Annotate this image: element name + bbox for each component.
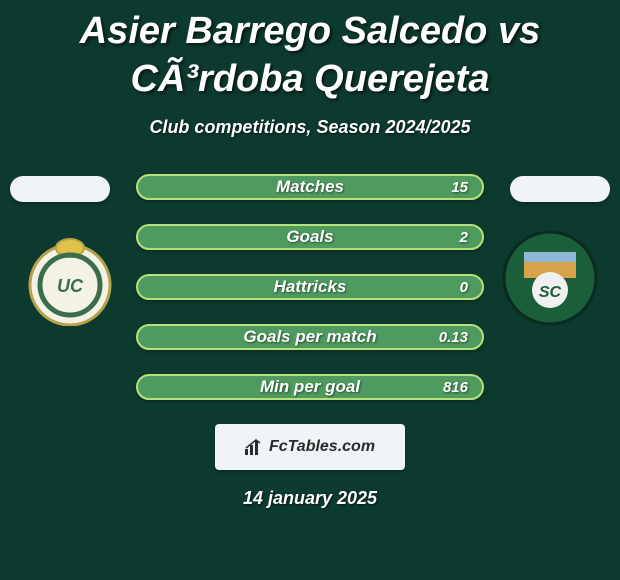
stat-label: Goals xyxy=(286,227,333,247)
bar-chart-icon xyxy=(245,439,263,455)
player-left-pill xyxy=(10,176,110,202)
comparison-card: Asier Barrego Salcedo vs CÃ³rdoba Querej… xyxy=(0,0,620,580)
stat-value: 816 xyxy=(443,379,468,396)
page-title: Asier Barrego Salcedo vs CÃ³rdoba Querej… xyxy=(0,0,620,103)
player-right-pill xyxy=(510,176,610,202)
stat-label: Min per goal xyxy=(260,377,360,397)
svg-text:UC: UC xyxy=(57,276,84,296)
stat-label: Hattricks xyxy=(274,277,347,297)
stat-bar-goals: Goals 2 xyxy=(136,224,484,250)
shield-icon: UC xyxy=(22,230,118,326)
stat-value: 2 xyxy=(460,229,468,246)
date: 14 january 2025 xyxy=(0,488,620,509)
stat-value: 0.13 xyxy=(439,329,468,346)
watermark: FcTables.com xyxy=(215,424,405,470)
club-badge-left: UC xyxy=(22,230,118,326)
stat-label: Goals per match xyxy=(243,327,376,347)
stat-value: 15 xyxy=(451,179,468,196)
stat-bar-hattricks: Hattricks 0 xyxy=(136,274,484,300)
shield-icon: SC xyxy=(502,230,598,326)
club-badge-right: SC xyxy=(502,230,598,326)
subtitle: Club competitions, Season 2024/2025 xyxy=(0,117,620,138)
watermark-text: FcTables.com xyxy=(269,438,375,456)
stat-label: Matches xyxy=(276,177,344,197)
stat-bar-mpg: Min per goal 816 xyxy=(136,374,484,400)
stat-value: 0 xyxy=(460,279,468,296)
stat-bar-gpm: Goals per match 0.13 xyxy=(136,324,484,350)
stat-bar-matches: Matches 15 xyxy=(136,174,484,200)
svg-text:SC: SC xyxy=(539,284,562,301)
